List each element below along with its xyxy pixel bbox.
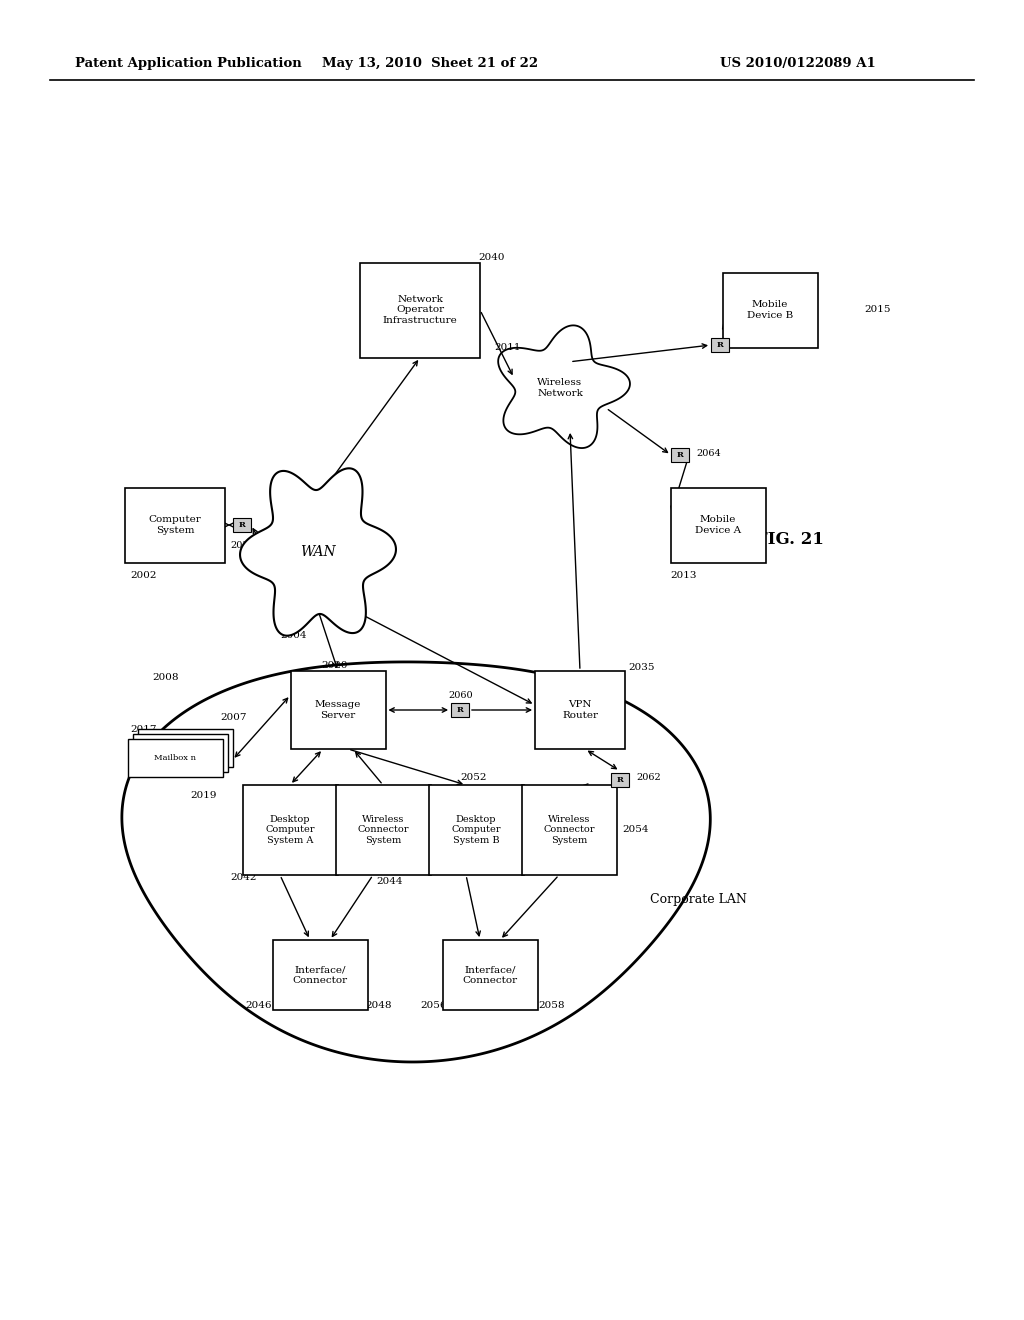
Bar [671, 487, 766, 562]
Text: 2008: 2008 [152, 673, 178, 682]
Text: Message
Server: Message Server [314, 701, 361, 719]
Bar [451, 704, 469, 717]
Text: Mobile
Device A: Mobile Device A [695, 515, 741, 535]
Text: 2019: 2019 [190, 791, 216, 800]
Bar [291, 671, 385, 748]
Bar [711, 338, 729, 351]
Text: R: R [457, 706, 464, 714]
Text: VPN
Router: VPN Router [562, 701, 598, 719]
Polygon shape [122, 661, 711, 1063]
Text: Mobile
Device B: Mobile Device B [746, 300, 794, 319]
Text: R: R [717, 341, 723, 348]
Bar [360, 263, 480, 358]
Text: WAN: WAN [300, 545, 336, 558]
Text: Interface/
Connector: Interface/ Connector [463, 965, 517, 985]
Text: Wireless
Connector
System: Wireless Connector System [357, 814, 409, 845]
Bar [243, 785, 338, 875]
Text: Computer
System: Computer System [148, 515, 202, 535]
Bar [535, 671, 625, 748]
Text: 2054: 2054 [622, 825, 648, 834]
Text: 2044: 2044 [377, 878, 403, 887]
Text: 2013: 2013 [670, 570, 696, 579]
Bar [428, 785, 523, 875]
Text: 2042: 2042 [230, 874, 256, 883]
Text: Interface/
Connector: Interface/ Connector [293, 965, 347, 985]
Text: 2052: 2052 [460, 774, 486, 783]
Text: R: R [616, 776, 624, 784]
Bar [125, 487, 225, 562]
Text: 2040: 2040 [478, 253, 505, 263]
Text: 2046: 2046 [245, 1001, 271, 1010]
Text: Mailbox 2: Mailbox 2 [159, 748, 201, 756]
Text: 2048: 2048 [365, 1001, 391, 1010]
Text: Desktop
Computer
System B: Desktop Computer System B [452, 814, 501, 845]
Text: Desktop
Computer
System A: Desktop Computer System A [265, 814, 314, 845]
Bar [272, 940, 368, 1010]
Text: Network
Operator
Infrastructure: Network Operator Infrastructure [383, 296, 458, 325]
Text: Wireless
Connector
System: Wireless Connector System [544, 814, 595, 845]
Text: 2017: 2017 [130, 726, 157, 734]
Text: 2035: 2035 [628, 664, 654, 672]
Polygon shape [240, 469, 396, 636]
Text: 2007: 2007 [220, 714, 247, 722]
Bar [671, 449, 689, 462]
Bar [723, 272, 817, 347]
Text: Mailbox n: Mailbox n [154, 754, 196, 762]
Text: R: R [239, 521, 246, 529]
Text: 2020: 2020 [322, 660, 348, 669]
Text: Wireless
Network: Wireless Network [537, 379, 583, 397]
Bar [611, 774, 629, 787]
Text: 2056: 2056 [420, 1001, 446, 1010]
Text: R: R [677, 451, 683, 459]
Text: Mailbox 1: Mailbox 1 [164, 744, 206, 752]
Text: US 2010/0122089 A1: US 2010/0122089 A1 [720, 57, 876, 70]
Text: Patent Application Publication: Patent Application Publication [75, 57, 302, 70]
Text: 2011: 2011 [494, 343, 520, 352]
Text: 2004: 2004 [280, 631, 306, 640]
Bar [336, 785, 430, 875]
Text: FIG. 21: FIG. 21 [756, 532, 824, 549]
Text: 2058: 2058 [538, 1001, 564, 1010]
Bar [442, 940, 538, 1010]
Text: May 13, 2010  Sheet 21 of 22: May 13, 2010 Sheet 21 of 22 [322, 57, 538, 70]
Text: Corporate LAN: Corporate LAN [650, 894, 746, 907]
Text: 2066: 2066 [736, 339, 761, 348]
Text: 2015: 2015 [864, 305, 891, 314]
Text: 2033: 2033 [230, 540, 255, 549]
Polygon shape [498, 326, 630, 447]
Bar [233, 519, 251, 532]
Bar [132, 734, 227, 772]
Text: 2002: 2002 [130, 570, 157, 579]
Text: 2060: 2060 [449, 690, 473, 700]
Text: 2064: 2064 [696, 450, 721, 458]
Bar [137, 729, 232, 767]
Bar [521, 785, 616, 875]
Text: 2062: 2062 [636, 774, 660, 783]
Bar [128, 739, 222, 777]
